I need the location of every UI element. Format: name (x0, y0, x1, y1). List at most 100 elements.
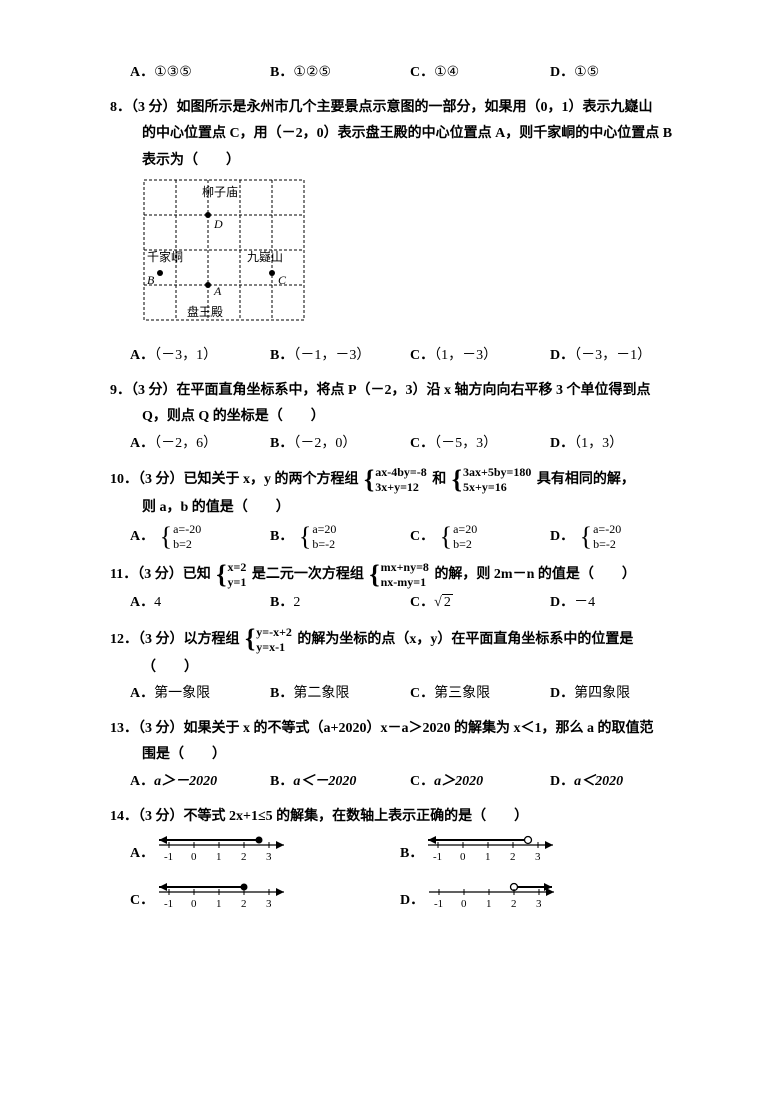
q10-opt-d: D． {a=-20b=-2 (550, 522, 690, 552)
q9-opt-c: C．（－5，3） (410, 431, 550, 458)
q9-opt-d: D．（1，3） (550, 431, 690, 458)
opt-label-b: B． (270, 65, 293, 80)
q11: 11．（3 分）已知 {x=2y=1 是二元一次方程组 {mx+ny=8nx-m… (110, 560, 690, 617)
svg-text:1: 1 (216, 898, 222, 910)
q10-sys2: {3ax+5by=1805x+y=16 (452, 465, 532, 495)
q8-opt-c: C．（1，－3） (410, 343, 550, 370)
q10-opt-b: B． {a=20b=-2 (270, 522, 410, 552)
q14-opt-d: D． -10123 (400, 879, 690, 924)
q9-stem1: 9．（3 分）在平面直角坐标系中，将点 P（－2，3）沿 x 轴方向向右平移 3… (110, 378, 690, 405)
q12-stem2: （ ） (142, 655, 690, 682)
q14-row2: C． -10123 D． (110, 879, 690, 924)
svg-text:盘王殿: 盘王殿 (187, 304, 223, 319)
q8-stem2: 的中心位置点 C，用（－2，0）表示盘王殿的中心位置点 A，则千家峒的中心位置点… (142, 121, 690, 148)
q12-line1: 12．（3 分）以方程组 {y=-x+2y=x-1 的解为坐标的点（x，y）在平… (110, 625, 690, 655)
number-line-a: -1 0 1 2 3 (154, 832, 294, 877)
number-line-c: -1 0 1 2 3 (154, 879, 294, 924)
q12-opt-b: B．第二象限 (270, 681, 410, 708)
svg-text:2: 2 (241, 851, 247, 863)
q10: 10．（3 分）已知关于 x，y 的两个方程组 {ax-4by=-83x+y=1… (110, 465, 690, 552)
q12-opt-a: A．第一象限 (130, 681, 270, 708)
svg-text:0: 0 (461, 898, 467, 910)
q14-opt-c: C． -10123 (110, 879, 400, 924)
q11-opt-a: A．4 (130, 590, 270, 617)
svg-text:D: D (213, 217, 223, 231)
q9-stem2: Q，则点 Q 的坐标是（ ） (142, 404, 690, 431)
q7-opt-b: B．①②⑤ (270, 60, 410, 87)
q12-opt-c: C．第三象限 (410, 681, 550, 708)
q9-opt-b: B．（－2，0） (270, 431, 410, 458)
q14: 14．（3 分）不等式 2x+1≤5 的解集，在数轴上表示正确的是（ ） A． … (110, 804, 690, 924)
number-line-d: -1 0 1 2 3 (424, 879, 564, 924)
q13-opt-c: C．a＞2020 (410, 769, 550, 796)
svg-text:0: 0 (191, 898, 197, 910)
svg-text:0: 0 (460, 851, 466, 863)
svg-text:2: 2 (241, 898, 247, 910)
opt-label-c: C． (410, 65, 434, 80)
svg-text:0: 0 (191, 851, 197, 863)
svg-text:1: 1 (486, 898, 492, 910)
q8-label-liuzi: 柳子庙 (202, 185, 238, 199)
q11-sys1: {x=2y=1 (216, 560, 246, 590)
q14-row1: A． -10123 B． (110, 832, 690, 877)
q14-opt-a: A． -10123 (110, 832, 400, 877)
opt-label-d: D． (550, 65, 574, 80)
svg-text:1: 1 (216, 851, 222, 863)
q14-stem1: 14．（3 分）不等式 2x+1≤5 的解集，在数轴上表示正确的是（ ） (110, 804, 690, 831)
svg-text:A: A (213, 284, 222, 298)
q9-opt-a: A．（－2，6） (130, 431, 270, 458)
svg-text:-1: -1 (433, 851, 442, 863)
svg-text:-1: -1 (164, 898, 173, 910)
svg-text:3: 3 (536, 898, 542, 910)
svg-text:1: 1 (485, 851, 491, 863)
q7-a-text: ①③⑤ (154, 65, 192, 80)
q10-options: A． {a=-20b=2 B． {a=20b=-2 C． {a=20b=2 D．… (130, 522, 690, 552)
q13-opt-b: B．a＜－2020 (270, 769, 410, 796)
q10-opt-a: A． {a=-20b=2 (130, 522, 270, 552)
q11-options: A．4 B．2 C．2 D．－4 (130, 590, 690, 617)
opt-label-a: A． (130, 65, 154, 80)
q10-opt-c: C． {a=20b=2 (410, 522, 550, 552)
q10-line1: 10．（3 分）已知关于 x，y 的两个方程组 {ax-4by=-83x+y=1… (110, 465, 690, 495)
q13-options: A．a＞－2020 B．a＜－2020 C．a＞2020 D．a＜2020 (130, 769, 690, 796)
svg-text:C: C (278, 273, 287, 287)
q8: 8．（3 分）如图所示是永州市几个主要景点示意图的一部分，如果用（0，1）表示九… (110, 95, 690, 370)
svg-text:2: 2 (510, 851, 516, 863)
q8-opt-d: D．（－3，－1） (550, 343, 690, 370)
q12: 12．（3 分）以方程组 {y=-x+2y=x-1 的解为坐标的点（x，y）在平… (110, 625, 690, 708)
q12-sys1: {y=-x+2y=x-1 (245, 625, 292, 655)
q12-options: A．第一象限 B．第二象限 C．第三象限 D．第四象限 (130, 681, 690, 708)
q7-opt-d: D．①⑤ (550, 60, 690, 87)
q11-opt-c: C．2 (410, 590, 550, 617)
q8-opt-a: A．（－3，1） (130, 343, 270, 370)
svg-text:B: B (147, 273, 155, 287)
q8-figure: 柳子庙 D 千家峒 B 九嶷山 C A 盘王殿 (142, 178, 690, 339)
q13-stem1: 13．（3 分）如果关于 x 的不等式（a+2020）x－a＞2020 的解集为… (110, 716, 690, 743)
q11-opt-d: D．－4 (550, 590, 690, 617)
q13-opt-a: A．a＞－2020 (130, 769, 270, 796)
svg-text:千家峒: 千家峒 (147, 249, 183, 264)
q9: 9．（3 分）在平面直角坐标系中，将点 P（－2，3）沿 x 轴方向向右平移 3… (110, 378, 690, 458)
q13-opt-d: D．a＜2020 (550, 769, 690, 796)
q11-sys2: {mx+ny=8nx-my=1 (369, 560, 429, 590)
q10-sys1: {ax-4by=-83x+y=12 (364, 465, 427, 495)
svg-text:3: 3 (266, 898, 272, 910)
svg-text:3: 3 (535, 851, 541, 863)
q13: 13．（3 分）如果关于 x 的不等式（a+2020）x－a＞2020 的解集为… (110, 716, 690, 796)
q8-options: A．（－3，1） B．（－1，－3） C．（1，－3） D．（－3，－1） (130, 343, 690, 370)
q10-stem2: 则 a，b 的值是（ ） (142, 495, 690, 522)
svg-text:-1: -1 (434, 898, 443, 910)
q13-stem2: 围是（ ） (142, 742, 690, 769)
q8-stem1: 8．（3 分）如图所示是永州市几个主要景点示意图的一部分，如果用（0，1）表示九… (110, 95, 690, 122)
q11-line1: 11．（3 分）已知 {x=2y=1 是二元一次方程组 {mx+ny=8nx-m… (110, 560, 690, 590)
q12-opt-d: D．第四象限 (550, 681, 690, 708)
q8-opt-b: B．（－1，－3） (270, 343, 410, 370)
q7-c-text: ①④ (434, 65, 459, 80)
q9-options: A．（－2，6） B．（－2，0） C．（－5，3） D．（1，3） (130, 431, 690, 458)
q7-options: A．①③⑤ B．①②⑤ C．①④ D．①⑤ (130, 60, 690, 87)
svg-text:3: 3 (266, 851, 272, 863)
svg-text:-1: -1 (164, 851, 173, 863)
svg-text:九嶷山: 九嶷山 (247, 250, 283, 264)
svg-text:2: 2 (511, 898, 517, 910)
q7-opt-c: C．①④ (410, 60, 550, 87)
